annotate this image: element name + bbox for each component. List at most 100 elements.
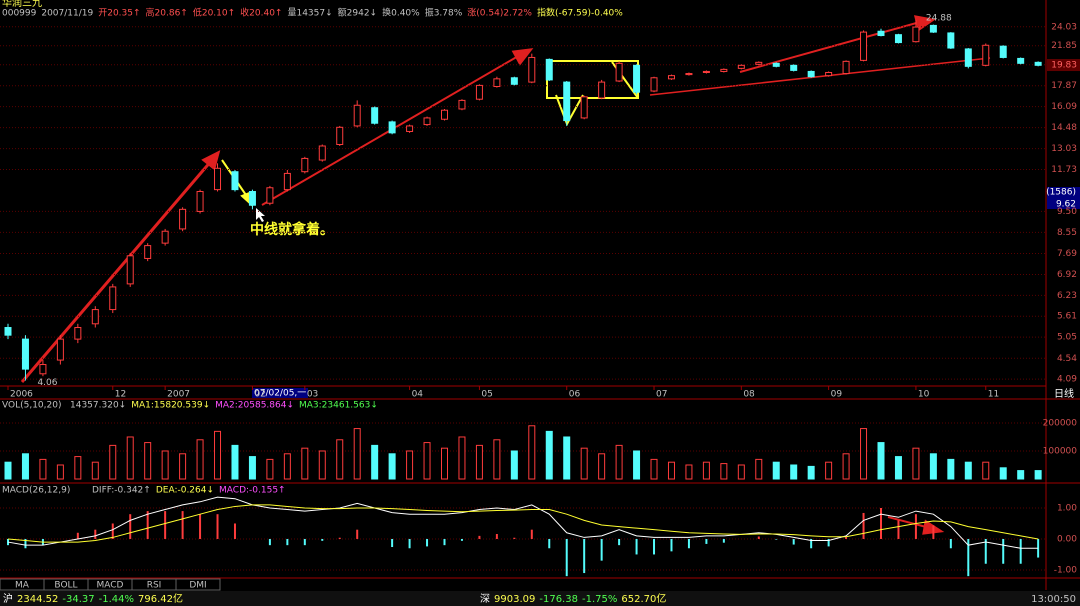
x-tick-label: 2007 xyxy=(167,390,190,400)
tab-label[interactable]: BOLL xyxy=(54,581,77,591)
candle-body xyxy=(650,77,658,92)
volume-bar xyxy=(947,458,955,480)
candle-body xyxy=(528,56,536,83)
cursor-readout xyxy=(1047,187,1080,209)
volume-bar xyxy=(39,458,47,480)
arrow xyxy=(887,516,931,529)
status-sz: 深 xyxy=(480,593,490,605)
header-field: 开20.35↑ xyxy=(98,8,140,19)
annotation: 中线就拿着。 xyxy=(250,221,334,238)
candle-body xyxy=(21,338,29,370)
tab-label[interactable]: RSI xyxy=(147,581,162,591)
status-sh-index: 2344.52 xyxy=(17,594,58,605)
volume-bar xyxy=(248,456,256,480)
macd-tick-label: 1.00 xyxy=(1057,503,1077,513)
arrow xyxy=(649,57,991,96)
candle-body xyxy=(807,70,815,78)
candle-body xyxy=(283,172,291,191)
volume-bar xyxy=(790,464,798,480)
volume-bar xyxy=(423,442,431,480)
candle-body xyxy=(563,81,571,122)
period: 日线 xyxy=(1054,387,1074,400)
macd-readout: MACD:-0.155↑ xyxy=(219,486,286,496)
volume-bar xyxy=(371,444,379,480)
candle-body xyxy=(964,48,972,67)
tab-label[interactable]: MACD xyxy=(97,581,124,591)
y-tick-label: 16.09 xyxy=(1051,102,1077,112)
y-tick-label: 13.03 xyxy=(1051,144,1077,154)
status-time: 13:00:50 xyxy=(1031,594,1076,605)
volume-bar xyxy=(650,458,658,480)
volume-bar xyxy=(807,465,815,480)
status-sz-change: -176.38 xyxy=(539,594,578,605)
volume-bar xyxy=(161,450,169,480)
status-sz-amount: 652.70亿 xyxy=(621,592,666,605)
cursor-count: (1586) xyxy=(1046,188,1076,198)
volume-bar xyxy=(336,439,344,480)
last-price-box xyxy=(1047,59,1080,72)
header-field: 收20.40↑ xyxy=(240,7,282,19)
candle-body xyxy=(441,109,448,120)
candle-body xyxy=(615,62,623,82)
volume-bar xyxy=(144,442,152,480)
y-tick-label: 5.61 xyxy=(1057,312,1077,322)
volume-bar xyxy=(999,467,1007,480)
candle-body xyxy=(999,45,1007,58)
y-tick-label: 7.69 xyxy=(1057,249,1077,259)
tab-label[interactable]: MA xyxy=(15,581,30,591)
volume-readout: MA1:15820.539↓ xyxy=(131,401,210,411)
candle-body xyxy=(737,64,745,69)
dif-line xyxy=(7,496,1039,549)
candle-body xyxy=(109,286,117,311)
x-tick-label: 03 xyxy=(307,390,318,400)
candle-body xyxy=(91,309,99,325)
status-sz-pct: -1.75% xyxy=(582,594,617,605)
volume-bar xyxy=(179,453,187,480)
y-tick-label: 4.54 xyxy=(1057,354,1077,364)
x-tick-label: 12 xyxy=(115,390,126,400)
candle-body xyxy=(39,364,47,375)
volume-bar xyxy=(755,458,763,480)
header-field: 000999 xyxy=(2,9,37,19)
x-tick-label: 09 xyxy=(831,390,843,400)
candle-body xyxy=(545,58,553,81)
volume-bar xyxy=(737,464,745,480)
header-field: 换0.40% xyxy=(382,7,420,19)
candle-body xyxy=(214,167,222,191)
arrow-head xyxy=(511,48,534,66)
candle-body xyxy=(4,327,12,336)
volume-bar xyxy=(196,439,204,480)
volume-bar xyxy=(266,458,274,480)
x-tick-label: 02 xyxy=(254,390,265,400)
header-field: 振3.78% xyxy=(425,7,463,19)
volume-bar xyxy=(929,453,937,480)
volume-bar xyxy=(21,453,29,480)
header-field: 额2942↓ xyxy=(338,7,377,19)
volume-bar xyxy=(825,461,833,480)
volume-bar xyxy=(406,450,414,480)
volume-bar xyxy=(860,428,868,480)
candle-body xyxy=(196,191,204,212)
candle-body xyxy=(406,125,414,132)
candle-body xyxy=(318,145,326,161)
candle-body xyxy=(772,62,780,67)
volume-bar xyxy=(667,461,675,480)
candle-body xyxy=(56,338,64,361)
volume-bar xyxy=(493,439,501,480)
candle-body xyxy=(126,255,134,285)
x-tick-label: 04 xyxy=(412,390,424,400)
candle-body xyxy=(353,104,361,127)
candle-body xyxy=(982,44,990,66)
x-tick-label: 07 xyxy=(656,390,667,400)
tab-label[interactable]: DMI xyxy=(189,581,206,591)
y-tick-label: 9.50 xyxy=(1057,207,1077,217)
y-tick-label: 6.23 xyxy=(1057,291,1077,301)
y-tick-label: 21.85 xyxy=(1051,41,1077,51)
volume-bar xyxy=(615,444,623,480)
volume-bar xyxy=(842,453,850,480)
macd-readout: DEA:-0.264↓ xyxy=(156,486,214,496)
candle-body xyxy=(371,107,379,124)
tab[interactable] xyxy=(175,578,221,591)
volume-bar xyxy=(126,436,134,480)
